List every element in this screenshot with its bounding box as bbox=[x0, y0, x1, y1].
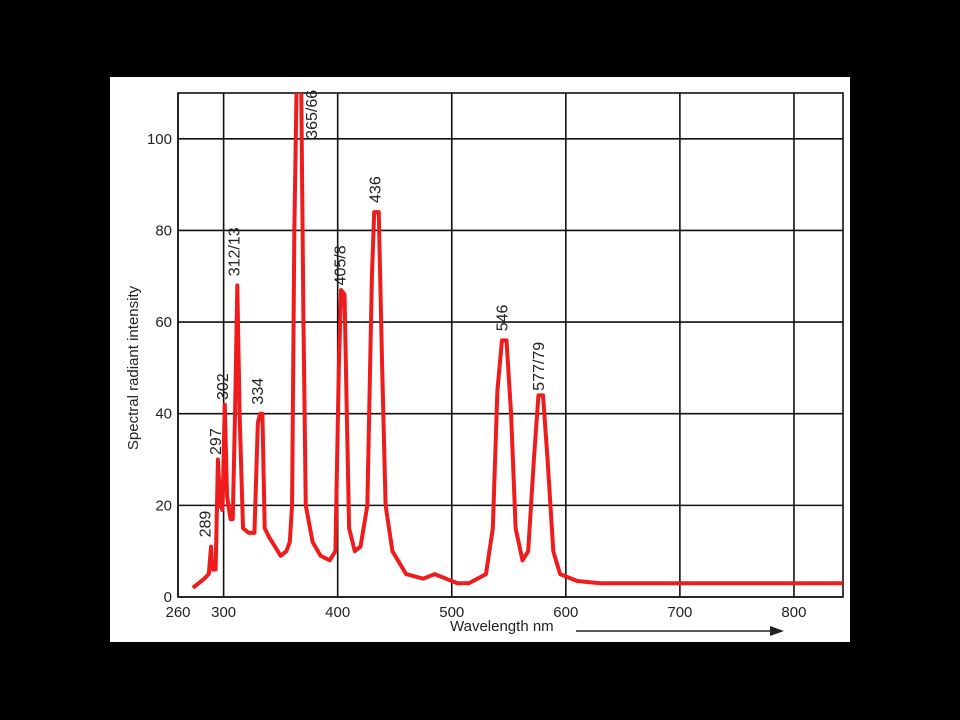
panel bbox=[110, 77, 850, 642]
x-tick-label: 600 bbox=[553, 604, 578, 621]
labels: 0 20 40 60 80 100 260 300 400 500 600 700 800 289 297 3… bbox=[147, 90, 806, 621]
y-tick-label: 80 bbox=[155, 222, 172, 239]
peak-label: 312/13 bbox=[226, 227, 243, 276]
y-tick-label: 100 bbox=[147, 131, 172, 148]
x-tick-label: 400 bbox=[325, 604, 350, 621]
peak-label: 297 bbox=[208, 428, 225, 455]
peak-label: 546 bbox=[494, 304, 511, 331]
y-tick-label: 20 bbox=[155, 497, 172, 514]
peak-label: 436 bbox=[368, 176, 385, 203]
x-tick-label: 300 bbox=[211, 604, 236, 621]
plot bbox=[191, 93, 843, 590]
x-tick-label: 500 bbox=[439, 604, 464, 621]
x-tick-label: 260 bbox=[165, 604, 190, 621]
y-tick-label: 60 bbox=[155, 314, 172, 331]
peak-label: 577/79 bbox=[531, 342, 548, 391]
spectrum-line bbox=[191, 93, 843, 590]
peak-label: 289 bbox=[198, 511, 215, 538]
peak-label: 365/66 bbox=[304, 90, 321, 139]
peak-label: 334 bbox=[250, 378, 267, 405]
y-axis-label: Spectral radiant intensity bbox=[125, 285, 142, 450]
x-tick-label: 800 bbox=[781, 604, 806, 621]
y-tick-label: 0 bbox=[164, 589, 172, 606]
x-tick-label: 700 bbox=[667, 604, 692, 621]
y-tick-label: 40 bbox=[155, 406, 172, 423]
x-axis-label: Wavelength nm bbox=[450, 618, 554, 635]
peak-label: 405/8 bbox=[332, 245, 349, 285]
axis-arrowhead bbox=[770, 626, 784, 636]
peak-label: 302 bbox=[215, 373, 232, 400]
